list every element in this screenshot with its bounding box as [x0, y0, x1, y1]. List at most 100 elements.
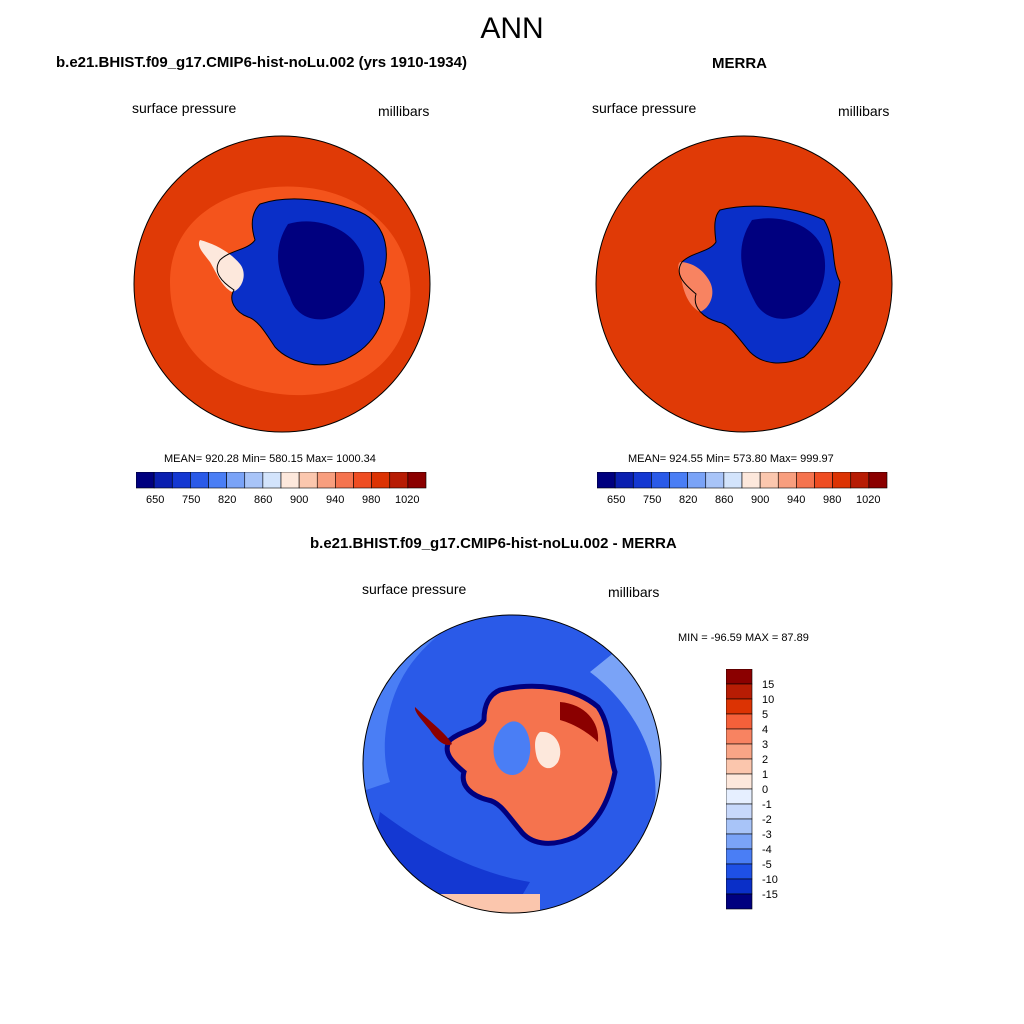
obs-coastline — [678, 205, 841, 364]
model-tick-940: 940 — [326, 494, 345, 506]
obs-map-border — [595, 135, 893, 433]
diff-colorbar-swatch-1 — [726, 683, 753, 700]
obs-panel-title: MERRA — [712, 55, 767, 72]
diff-colorbar-swatch-8 — [726, 788, 753, 805]
model-tick-900: 900 — [290, 494, 309, 506]
diff-tick-3: 3 — [762, 739, 769, 751]
obs-colorbar-swatch-14 — [850, 472, 870, 489]
diff-tick-15: 15 — [762, 679, 775, 691]
model-panel-title: b.e21.BHIST.f09_g17.CMIP6-hist-noLu.002 … — [56, 54, 467, 71]
page-title: ANN — [480, 12, 544, 45]
model-colorbar-swatch-6 — [244, 472, 264, 489]
diff-peninsula — [414, 707, 452, 746]
model-colorbar-swatch-13 — [371, 472, 391, 489]
diff-tick-10: 10 — [762, 694, 775, 706]
model-tick-820: 820 — [218, 494, 237, 506]
model-polar-map — [133, 135, 431, 433]
diff-ice-darkred — [560, 702, 599, 742]
obs-ice-core — [741, 218, 826, 319]
diff-tick-neg4: -4 — [762, 844, 772, 856]
diff-minmax: MIN = -96.59 MAX = 87.89 — [678, 632, 809, 644]
model-tick-1020: 1020 — [395, 494, 420, 506]
diff-tick-neg3: -3 — [762, 829, 772, 841]
model-colorbar-swatch-12 — [353, 472, 372, 489]
diff-colorbar-swatch-12 — [726, 848, 753, 865]
diff-colorbar-swatch-15 — [726, 893, 753, 910]
diff-colorbar-swatch-4 — [726, 728, 753, 745]
obs-colorbar-swatch-2 — [632, 472, 652, 489]
obs-colorbar-swatch-7 — [723, 472, 743, 489]
obs-tick-900: 900 — [751, 494, 770, 506]
model-coastline — [216, 198, 387, 366]
model-tick-750: 750 — [182, 494, 201, 506]
obs-colorbar-swatch-5 — [687, 472, 707, 489]
model-colorbar-swatch-5 — [226, 472, 246, 489]
model-colorbar-swatch-4 — [208, 472, 227, 489]
obs-tick-820: 820 — [679, 494, 698, 506]
obs-tick-980: 980 — [823, 494, 842, 506]
model-map-border — [133, 135, 431, 433]
obs-variable-label: surface pressure — [592, 100, 697, 116]
model-colorbar-swatch-0 — [136, 472, 155, 489]
diff-tick-neg10: -10 — [762, 874, 778, 886]
model-peninsula-low — [198, 240, 244, 292]
diff-colorbar — [726, 669, 753, 910]
obs-colorbar-swatch-3 — [651, 472, 670, 489]
diff-map-border — [362, 614, 662, 914]
model-colorbar-swatch-8 — [280, 472, 300, 489]
diff-coast-ring — [444, 683, 618, 846]
model-ice-core — [278, 221, 365, 320]
diff-colorbar-swatch-6 — [726, 758, 753, 775]
obs-stats: MEAN= 924.55 Min= 573.80 Max= 999.97 — [628, 453, 834, 465]
diff-colorbar-swatch-11 — [726, 833, 753, 850]
model-units-label: millibars — [378, 103, 430, 119]
model-stats: MEAN= 920.28 Min= 580.15 Max= 1000.34 — [164, 453, 376, 465]
diff-panel-title: b.e21.BHIST.f09_g17.CMIP6-hist-noLu.002 … — [310, 535, 677, 552]
obs-tick-750: 750 — [643, 494, 662, 506]
model-colorbar-swatch-1 — [153, 472, 173, 489]
diff-ocean-light-east — [560, 615, 661, 913]
diff-tick-0: 0 — [762, 784, 769, 796]
obs-colorbar-swatch-9 — [759, 472, 779, 489]
diff-tick-neg1: -1 — [762, 799, 772, 811]
obs-peninsula-low — [678, 262, 713, 312]
obs-units-label: millibars — [838, 103, 890, 119]
diff-polar-map — [362, 614, 662, 914]
diff-tick-neg2: -2 — [762, 814, 772, 826]
diff-colorbar-swatch-5 — [726, 743, 753, 760]
obs-colorbar-swatch-8 — [741, 472, 761, 489]
obs-polar-map — [595, 135, 893, 433]
obs-colorbar — [597, 472, 888, 489]
diff-variable-label: surface pressure — [362, 581, 467, 597]
diff-units-label: millibars — [608, 584, 660, 600]
diff-tick-2: 2 — [762, 754, 769, 766]
model-tick-860: 860 — [254, 494, 273, 506]
model-colorbar-swatch-3 — [190, 472, 209, 489]
model-tick-650: 650 — [146, 494, 165, 506]
obs-tick-940: 940 — [787, 494, 806, 506]
model-variable-label: surface pressure — [132, 100, 237, 116]
diff-tick-neg15: -15 — [762, 889, 778, 901]
model-colorbar-swatch-9 — [298, 472, 318, 489]
diff-tick-4: 4 — [762, 724, 769, 736]
diff-colorbar-swatch-14 — [726, 878, 753, 895]
diff-tick-1: 1 — [762, 769, 769, 781]
model-colorbar-swatch-2 — [171, 472, 191, 489]
diff-colorbar-swatch-10 — [726, 818, 753, 835]
obs-tick-1020: 1020 — [856, 494, 881, 506]
diff-ice-mixed — [447, 686, 615, 844]
diff-ice-white — [535, 731, 561, 769]
model-colorbar-swatch-14 — [389, 472, 409, 489]
diff-colorbar-swatch-0 — [726, 669, 753, 685]
obs-colorbar-swatch-10 — [777, 472, 797, 489]
obs-colorbar-swatch-11 — [796, 472, 815, 489]
diff-colorbar-swatch-13 — [726, 863, 753, 880]
diff-tick-neg5: -5 — [762, 859, 772, 871]
obs-tick-860: 860 — [715, 494, 734, 506]
model-colorbar — [136, 472, 427, 489]
model-colorbar-swatch-7 — [262, 472, 282, 489]
diff-colorbar-swatch-9 — [726, 803, 753, 820]
obs-colorbar-swatch-0 — [597, 472, 616, 489]
diff-tick-5: 5 — [762, 709, 769, 721]
diff-colorbar-swatch-7 — [726, 773, 753, 790]
